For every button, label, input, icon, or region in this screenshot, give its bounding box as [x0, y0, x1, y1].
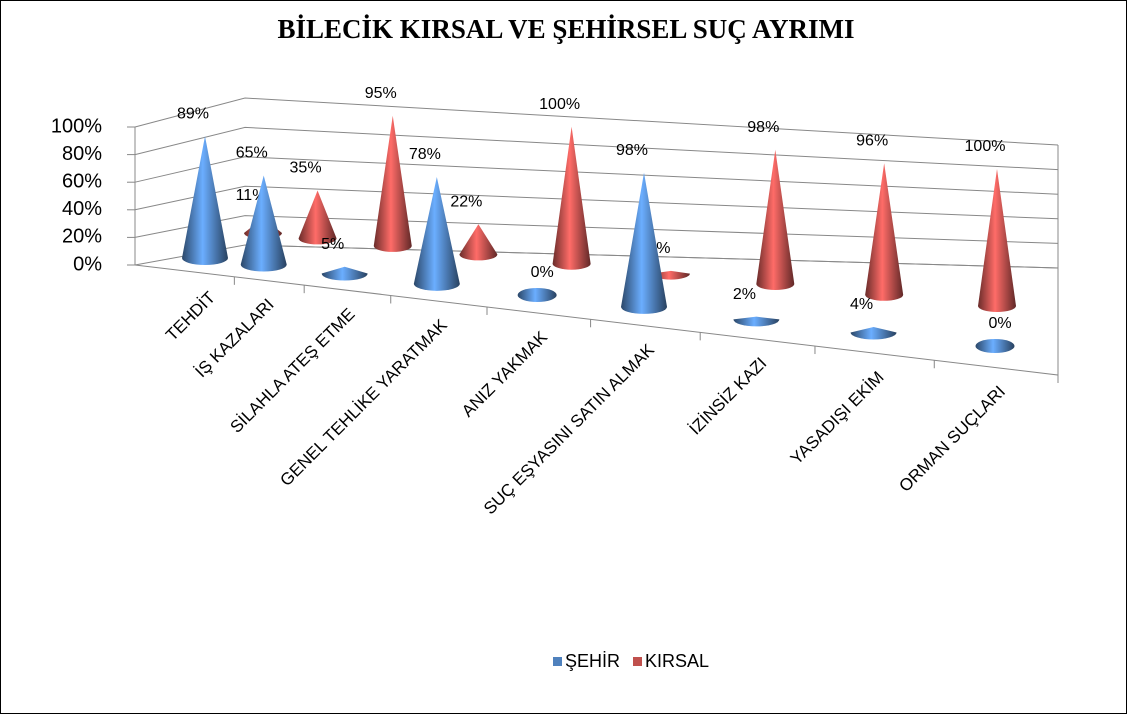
value-label: 0% — [531, 264, 554, 281]
grid-line — [134, 126, 1059, 171]
value-label: 2% — [733, 286, 756, 303]
chart-title: BİLECİK KIRSAL VE ŞEHİRSEL SUÇ AYRIMI — [278, 14, 855, 44]
value-label: 35% — [290, 160, 322, 177]
cone — [413, 176, 460, 291]
cone — [240, 175, 287, 272]
cone — [978, 169, 1016, 312]
y-tick-label: 40% — [62, 198, 102, 220]
value-label: 98% — [747, 119, 779, 136]
cone — [459, 224, 498, 261]
value-label: 95% — [365, 85, 397, 102]
grid-line — [134, 97, 1059, 146]
cone — [756, 149, 795, 290]
cone — [850, 326, 897, 340]
cone — [321, 266, 368, 281]
y-tick-label: 20% — [62, 226, 102, 248]
grid-line — [134, 156, 1059, 195]
grid-line — [134, 185, 1059, 220]
value-label: 5% — [321, 236, 344, 253]
cone — [733, 316, 780, 327]
y-tick-label: 60% — [62, 170, 102, 192]
value-label: 0% — [988, 315, 1011, 332]
cone — [865, 163, 904, 301]
y-tick-label: 0% — [73, 253, 102, 275]
legend-label: KIRSAL — [645, 651, 709, 671]
value-label: 100% — [539, 96, 580, 113]
value-label: 4% — [850, 296, 873, 313]
cone — [552, 126, 591, 270]
legend-swatch — [633, 657, 642, 666]
cone-base — [975, 339, 1015, 353]
y-tick-label: 80% — [62, 143, 102, 165]
legend-swatch — [553, 657, 562, 666]
cone — [621, 172, 668, 314]
cone — [182, 136, 228, 265]
value-label: 78% — [409, 146, 441, 163]
value-label: 89% — [177, 105, 209, 122]
value-label: 96% — [856, 132, 888, 149]
cone — [373, 115, 412, 252]
value-label: 65% — [236, 145, 268, 162]
value-label: 98% — [616, 142, 648, 159]
y-tick-label: 100% — [51, 115, 102, 137]
value-label: 22% — [450, 194, 482, 211]
value-label: 100% — [965, 138, 1006, 155]
legend-label: ŞEHİR — [565, 651, 620, 671]
cone-base — [517, 287, 557, 302]
cone — [298, 190, 337, 245]
